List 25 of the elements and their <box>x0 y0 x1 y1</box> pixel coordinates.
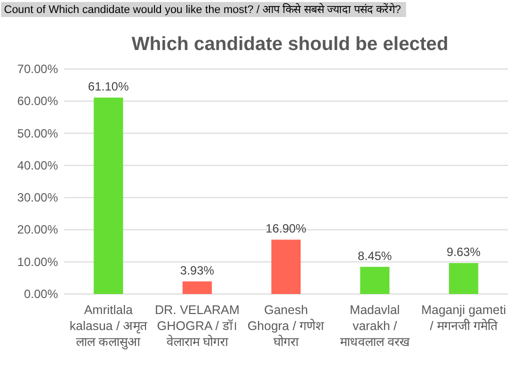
y-tick-label: 40.00% <box>17 158 58 172</box>
bar <box>448 263 478 294</box>
y-tick-label: 60.00% <box>17 94 58 108</box>
data-label: 3.93% <box>180 263 215 278</box>
y-tick-label: 10.00% <box>17 254 58 269</box>
data-label: 9.63% <box>446 245 481 260</box>
data-label: 16.90% <box>266 222 307 236</box>
x-tick-label: Ganesh Ghogra / गणेश घोगरा <box>247 303 325 349</box>
bar <box>360 266 390 294</box>
bar <box>94 98 124 294</box>
y-tick-label: 20.00% <box>17 222 58 237</box>
y-tick-label: 50.00% <box>17 126 58 140</box>
text: Count of Which candidate would you like the most? / आप किसे सबसे ज्यादा पसंद करेंगे? <box>4 3 402 16</box>
x-tick-label: Maganji gameti / मगनजी गमेति <box>421 303 506 333</box>
y-tick-label: 0.00% <box>24 287 58 301</box>
x-tick-label: DR. VELARAM GHOGRA / डॉ। वेलाराम घोगरा <box>154 303 240 349</box>
x-tick-label: Madavlal varakh / माधवलाल वरख <box>340 303 411 349</box>
y-tick-label: 70.00% <box>17 62 58 76</box>
bar <box>182 281 212 294</box>
y-tick-label: 30.00% <box>17 190 58 205</box>
chart-title: Which candidate should be elected <box>132 34 448 55</box>
data-label: 8.45% <box>358 248 392 263</box>
data-label: 61.10% <box>88 80 130 94</box>
bar <box>271 240 301 294</box>
x-tick-label: Amritlala kalasua / अमृत लाल कलासुआ <box>70 303 148 350</box>
